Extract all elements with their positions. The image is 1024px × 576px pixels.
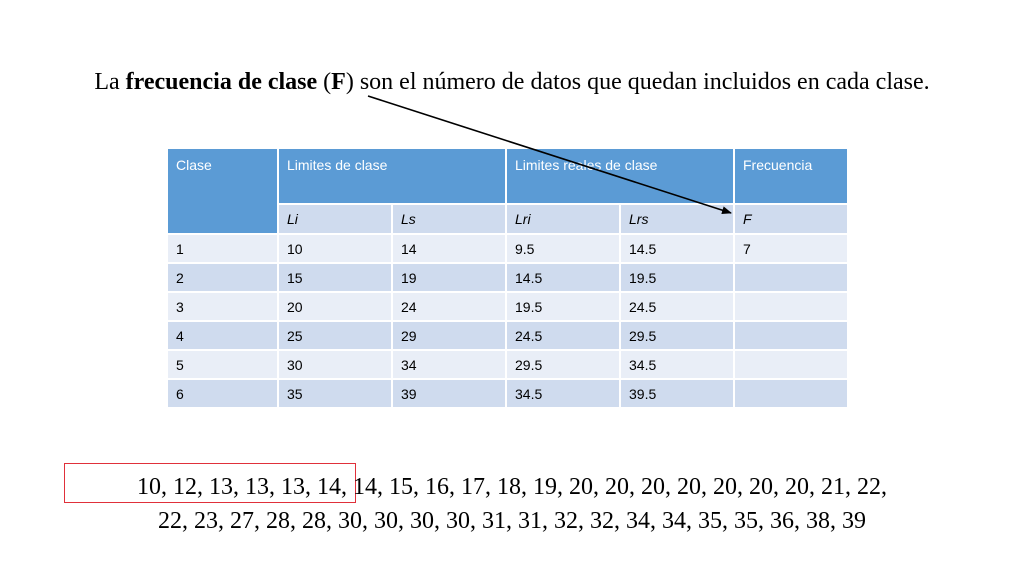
cell-lrs: 29.5 [619, 320, 735, 351]
table-row: 6 35 39 34.5 39.5 [166, 378, 849, 409]
title-term: frecuencia de clase [125, 69, 318, 95]
table-subheader-row: Li Ls Lri Lrs F [167, 203, 849, 235]
title-mid: ( [317, 69, 332, 95]
cell-clase: 5 [166, 349, 279, 380]
header-limites: Limites de clase [277, 147, 507, 205]
cell-f [733, 378, 849, 409]
cell-lri: 9.5 [505, 233, 621, 264]
subheader-li: Li [277, 203, 393, 235]
title-pre: La [94, 69, 126, 95]
cell-clase: 1 [166, 233, 279, 264]
subheader-ls: Ls [391, 203, 507, 235]
cell-lrs: 24.5 [619, 291, 735, 322]
cell-lri: 29.5 [505, 349, 621, 380]
cell-f [733, 291, 849, 322]
raw-data-list: 10, 12, 13, 13, 13, 14, 14, 15, 16, 17, … [40, 470, 984, 538]
raw-data-line-1: 10, 12, 13, 13, 13, 14, 14, 15, 16, 17, … [137, 474, 887, 500]
cell-clase: 2 [166, 262, 279, 293]
table-row: 3 20 24 19.5 24.5 [166, 291, 849, 322]
cell-f: 7 [733, 233, 849, 264]
raw-data-line-2: 22, 23, 27, 28, 28, 30, 30, 30, 30, 31, … [158, 508, 866, 534]
cell-lri: 24.5 [505, 320, 621, 351]
table-header-row: Clase Limites de clase Limites reales de… [166, 147, 849, 235]
table-row: 4 25 29 24.5 29.5 [166, 320, 849, 351]
cell-li: 25 [277, 320, 393, 351]
table-row: 1 10 14 9.5 14.5 7 [166, 233, 849, 264]
cell-li: 35 [277, 378, 393, 409]
cell-li: 20 [277, 291, 393, 322]
header-clase: Clase [166, 147, 279, 235]
header-limites-reales: Limites reales de clase [505, 147, 735, 205]
cell-ls: 29 [391, 320, 507, 351]
cell-li: 30 [277, 349, 393, 380]
cell-lrs: 39.5 [619, 378, 735, 409]
cell-li: 10 [277, 233, 393, 264]
cell-lrs: 14.5 [619, 233, 735, 264]
cell-f [733, 349, 849, 380]
subheader-f: F [733, 203, 849, 235]
frequency-table: Clase Limites de clase Limites reales de… [166, 147, 849, 409]
cell-ls: 39 [391, 378, 507, 409]
cell-lri: 34.5 [505, 378, 621, 409]
cell-li: 15 [277, 262, 393, 293]
cell-ls: 19 [391, 262, 507, 293]
cell-ls: 34 [391, 349, 507, 380]
subheader-lrs: Lrs [619, 203, 735, 235]
table-row: 5 30 34 29.5 34.5 [166, 349, 849, 380]
cell-lrs: 19.5 [619, 262, 735, 293]
cell-f [733, 320, 849, 351]
cell-clase: 3 [166, 291, 279, 322]
title-symbol: F [331, 69, 346, 95]
cell-ls: 24 [391, 291, 507, 322]
cell-ls: 14 [391, 233, 507, 264]
highlight-box [64, 463, 356, 503]
table-row: 2 15 19 14.5 19.5 [166, 262, 849, 293]
title-post: ) son el número de datos que quedan incl… [345, 69, 930, 95]
cell-clase: 6 [166, 378, 279, 409]
cell-lrs: 34.5 [619, 349, 735, 380]
cell-clase: 4 [166, 320, 279, 351]
cell-f [733, 262, 849, 293]
cell-lri: 19.5 [505, 291, 621, 322]
subheader-lri: Lri [505, 203, 621, 235]
slide-title: La frecuencia de clase (F) son el número… [70, 66, 954, 99]
cell-lri: 14.5 [505, 262, 621, 293]
header-frecuencia: Frecuencia [733, 147, 849, 205]
